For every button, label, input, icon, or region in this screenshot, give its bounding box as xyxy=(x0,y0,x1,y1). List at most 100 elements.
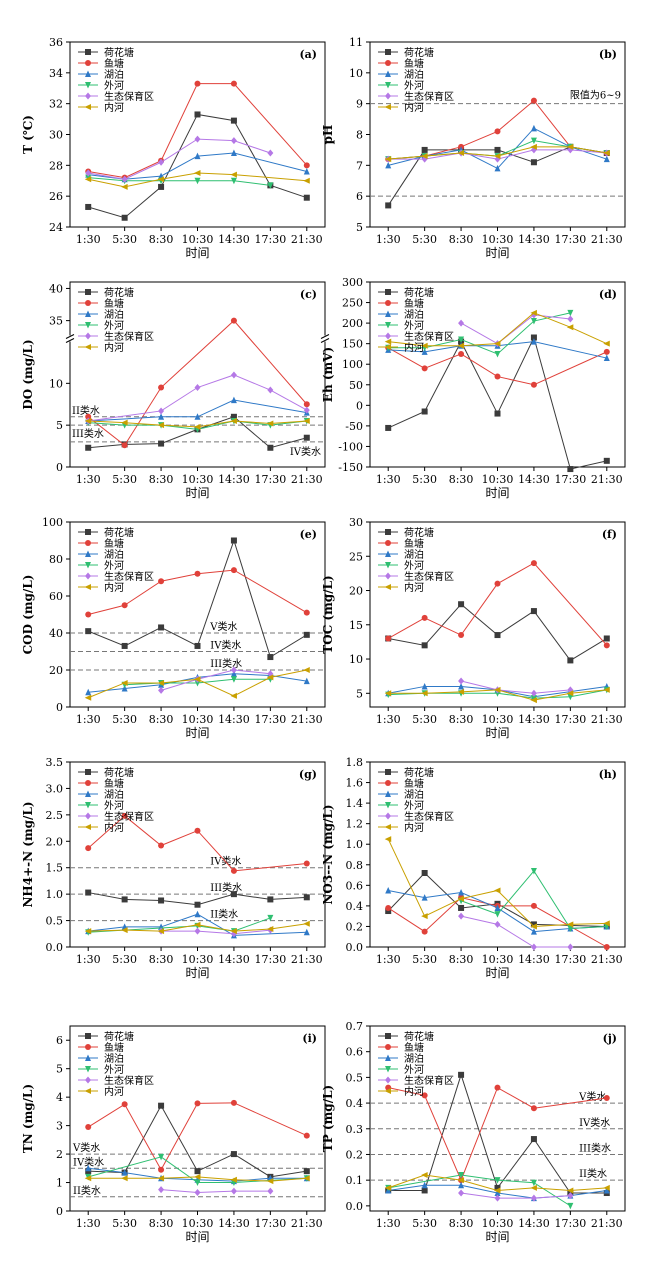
data-point xyxy=(494,410,501,417)
legend-marker xyxy=(385,322,391,329)
legend-marker xyxy=(85,322,91,329)
legend-marker xyxy=(385,1054,391,1061)
x-tick-label: 8:30 xyxy=(449,233,474,246)
y-tick-label: 0.4 xyxy=(346,1097,364,1110)
panel-label: (f) xyxy=(602,528,617,541)
data-point xyxy=(230,928,237,935)
data-point xyxy=(267,914,274,922)
data-point xyxy=(494,146,501,153)
y-tick-label: 3 xyxy=(56,1120,63,1133)
series-5 xyxy=(384,686,610,704)
data-point xyxy=(85,889,92,896)
x-axis-title: 时间 xyxy=(185,246,209,260)
series-0 xyxy=(85,111,310,221)
y-tick-label: 50 xyxy=(349,379,363,392)
legend-marker xyxy=(385,572,391,580)
y-tick-label: 28 xyxy=(49,159,63,172)
legend-marker xyxy=(385,812,391,820)
data-point xyxy=(121,927,128,934)
y-tick-label: 4 xyxy=(56,1091,63,1104)
legend-label: 生态保育区 xyxy=(404,330,454,343)
reference-line-label: III类水 xyxy=(72,427,104,440)
data-point xyxy=(457,150,465,156)
data-point xyxy=(85,1164,92,1172)
legend-label: 荷花塘 xyxy=(104,46,134,59)
data-point xyxy=(267,1187,274,1195)
x-tick-label: 21:30 xyxy=(291,233,323,246)
data-point xyxy=(421,1172,428,1179)
x-tick-label: 21:30 xyxy=(591,953,623,966)
data-point xyxy=(303,631,310,638)
series-line xyxy=(387,872,607,927)
x-tick-label: 8:30 xyxy=(149,1217,174,1230)
data-point xyxy=(303,162,310,169)
y-tick-label: 200 xyxy=(342,317,363,330)
series-0 xyxy=(385,870,610,930)
x-tick-label: 10:30 xyxy=(482,953,514,966)
series-1 xyxy=(385,894,610,950)
reference-line-label: V类水 xyxy=(209,620,237,633)
series-line xyxy=(461,1192,571,1199)
x-tick-label: 5:30 xyxy=(412,713,437,726)
data-point xyxy=(530,923,537,930)
data-point xyxy=(230,676,237,683)
x-tick-label: 10:30 xyxy=(482,233,514,246)
data-point xyxy=(267,182,274,189)
panel-label: (h) xyxy=(599,768,617,781)
data-point xyxy=(603,920,610,927)
y-tick-label: 1.0 xyxy=(46,888,64,901)
x-tick-label: 17:30 xyxy=(255,713,287,726)
data-point xyxy=(158,440,165,447)
series-line xyxy=(88,569,308,615)
y-tick-label: -50 xyxy=(345,420,363,433)
x-tick-label: 21:30 xyxy=(291,953,323,966)
data-point xyxy=(530,309,537,316)
data-point xyxy=(384,156,392,163)
data-point xyxy=(230,567,237,574)
data-point xyxy=(385,908,392,915)
y-axis-title: NO3--N (mg/L) xyxy=(321,804,335,904)
x-tick-label: 8:30 xyxy=(449,713,474,726)
y-tick-label: 5 xyxy=(56,419,63,432)
data-point xyxy=(603,642,610,649)
legend-marker xyxy=(85,70,91,77)
data-point xyxy=(121,419,128,426)
data-point xyxy=(84,694,92,701)
data-point xyxy=(530,608,537,615)
panel-label: (c) xyxy=(300,288,317,301)
legend-marker xyxy=(385,529,391,535)
legend-marker xyxy=(85,1066,91,1073)
data-point xyxy=(303,667,310,673)
data-point xyxy=(421,348,428,355)
legend-label: 生态保育区 xyxy=(104,570,154,583)
y-tick-label: 0 xyxy=(56,1205,63,1218)
y-tick-label: 32 xyxy=(49,98,63,111)
y-tick-label: 1.4 xyxy=(346,797,364,810)
legend-label: 湖泊 xyxy=(404,549,424,561)
y-tick-label: 30 xyxy=(49,129,63,142)
legend-label: 荷花塘 xyxy=(404,1030,434,1043)
legend-marker xyxy=(385,790,391,797)
legend-label: 鱼塘 xyxy=(404,297,424,310)
y-tick-label: 1.0 xyxy=(346,838,364,851)
data-point xyxy=(494,153,501,160)
y-tick-label: 0.6 xyxy=(346,1046,364,1059)
data-point xyxy=(84,1175,92,1182)
legend-label: 生态保育区 xyxy=(404,810,454,823)
chart-panel-f: 5 10 15 20 25 30 1:30 5:30 8:30 10:30 14:30 17:30 21… xyxy=(321,516,626,740)
data-point xyxy=(458,889,465,896)
x-axis-title: 时间 xyxy=(485,486,509,500)
data-point xyxy=(85,444,92,451)
panel-label: (a) xyxy=(299,48,317,61)
legend-label: 鱼塘 xyxy=(104,297,124,310)
data-point xyxy=(421,153,428,160)
data-point xyxy=(566,143,574,150)
y-axis-title: T (℃) xyxy=(21,115,35,154)
data-point xyxy=(530,695,537,702)
axis-break-gap xyxy=(321,335,329,342)
panel-label: (d) xyxy=(599,288,617,301)
data-point xyxy=(230,1187,237,1195)
